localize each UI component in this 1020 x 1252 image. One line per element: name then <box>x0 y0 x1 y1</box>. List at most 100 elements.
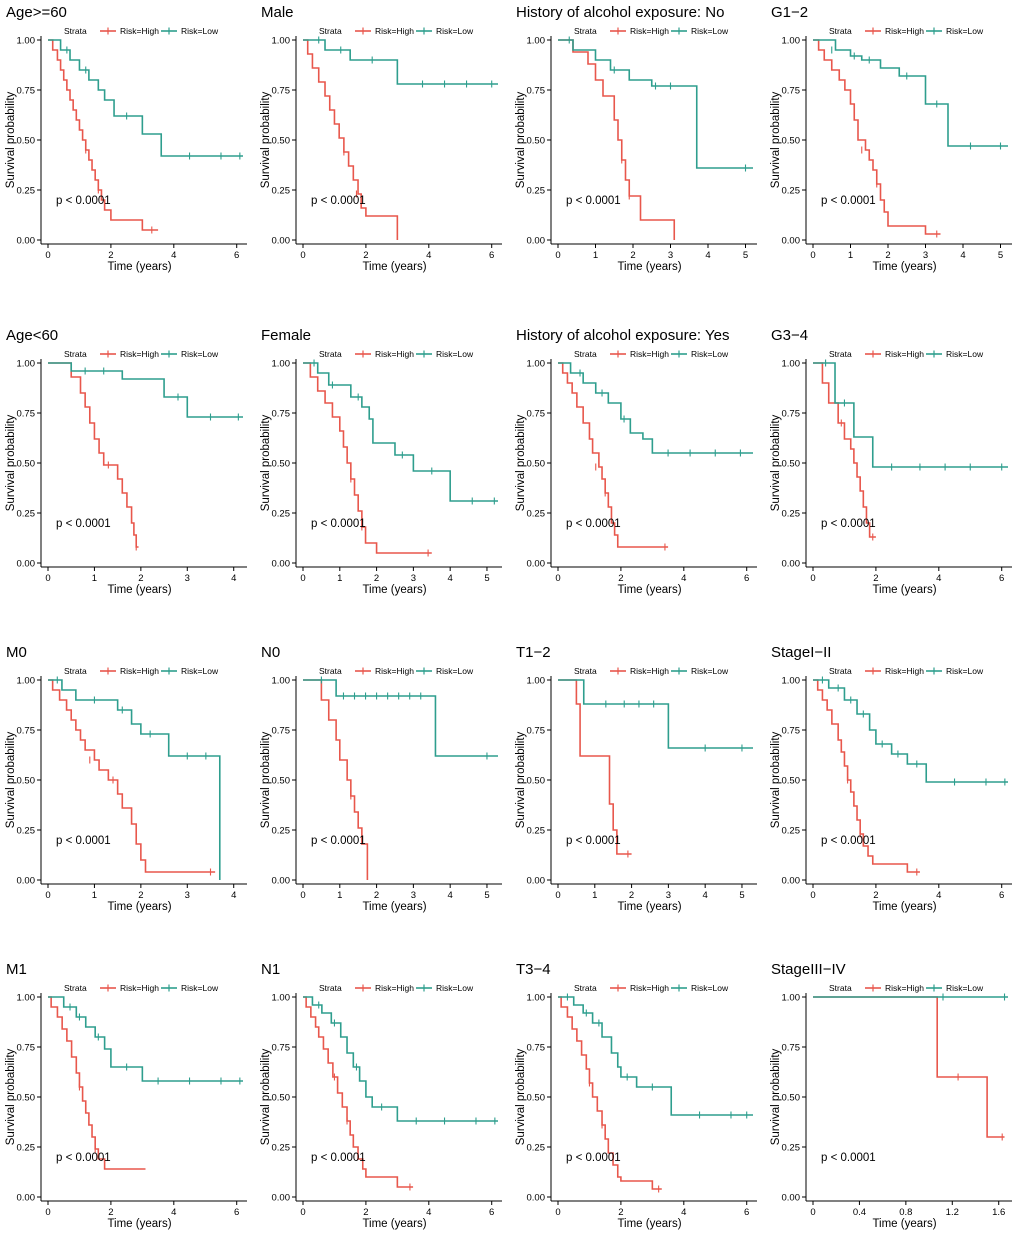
panel-title: G3−4 <box>771 327 808 344</box>
y-tick-label: 0.75 <box>272 1043 291 1054</box>
survival-curve-high <box>48 39 159 231</box>
x-tick-label: 4 <box>936 573 941 584</box>
y-tick-label: 0.50 <box>272 776 291 787</box>
y-tick-label: 0.25 <box>527 186 546 197</box>
x-tick-label: 5 <box>739 890 744 901</box>
x-tick-label: 4 <box>426 250 431 261</box>
panel-title: M0 <box>6 644 27 661</box>
legend-title: Strata <box>829 26 852 36</box>
legend-label-low: Risk=Low <box>181 26 219 36</box>
x-tick-label: 4 <box>681 573 686 584</box>
x-tick-label: 2 <box>374 573 379 584</box>
y-tick-label: 0.00 <box>782 559 801 570</box>
x-tick-label: 4 <box>448 573 453 584</box>
y-tick-label: 0.75 <box>527 409 546 420</box>
km-panel: Male Strata Risk=High Risk=Low 0.00 0.25 0.50 0… <box>260 4 502 273</box>
survival-curve-low <box>303 362 498 502</box>
p-value-label: p < 0.0001 <box>566 195 621 207</box>
legend-label-low: Risk=Low <box>436 349 474 359</box>
survival-curve-low <box>48 39 243 157</box>
x-tick-label: 0 <box>300 890 305 901</box>
y-tick-label: 1.00 <box>17 359 36 370</box>
x-tick-label: 1 <box>337 573 342 584</box>
x-tick-label: 2 <box>873 890 878 901</box>
panel-title: History of alcohol exposure: Yes <box>516 327 729 344</box>
p-value-label: p < 0.0001 <box>311 1152 366 1164</box>
x-tick-label: 0.4 <box>853 1207 866 1218</box>
x-tick-label: 6 <box>744 1207 749 1218</box>
y-tick-label: 0.75 <box>272 86 291 97</box>
y-tick-label: 0.50 <box>272 459 291 470</box>
y-tick-label: 1.00 <box>527 993 546 1004</box>
legend-title: Strata <box>574 26 597 36</box>
km-panel: Female Strata Risk=High Risk=Low 0.00 0.25 0.5… <box>260 327 502 596</box>
p-value-label: p < 0.0001 <box>56 195 111 207</box>
x-tick-label: 1 <box>337 890 342 901</box>
x-tick-label: 0 <box>555 250 560 261</box>
km-panel: Age>=60 Strata Risk=High Risk=Low 0.00 0.25 0.… <box>5 4 247 273</box>
survival-curve-low <box>48 996 243 1082</box>
x-tick-label: 4 <box>171 1207 176 1218</box>
x-tick-label: 4 <box>705 250 710 261</box>
y-tick-label: 0.00 <box>527 876 546 887</box>
y-tick-label: 0.75 <box>272 409 291 420</box>
y-axis-label: Survival probability <box>5 414 17 511</box>
x-tick-label: 0 <box>555 890 560 901</box>
legend-title: Strata <box>829 983 852 993</box>
panel-title: T3−4 <box>516 961 551 978</box>
legend-title: Strata <box>64 349 87 359</box>
x-tick-label: 2 <box>108 250 113 261</box>
panel-title: M1 <box>6 961 27 978</box>
legend-label-low: Risk=Low <box>181 349 219 359</box>
y-tick-label: 1.00 <box>782 676 801 687</box>
y-tick-label: 0.00 <box>782 236 801 247</box>
survival-curve-low <box>303 996 498 1122</box>
legend-label-high: Risk=High <box>375 26 414 36</box>
y-tick-label: 1.00 <box>527 359 546 370</box>
x-tick-label: 4 <box>936 890 941 901</box>
legend-label-high: Risk=High <box>375 349 414 359</box>
x-tick-label: 2 <box>629 890 634 901</box>
legend-title: Strata <box>64 26 87 36</box>
legend-label-low: Risk=Low <box>691 26 729 36</box>
legend-label-high: Risk=High <box>375 983 414 993</box>
y-tick-label: 0.00 <box>782 1193 801 1204</box>
legend-title: Strata <box>574 349 597 359</box>
y-tick-label: 0.25 <box>527 509 546 520</box>
x-tick-label: 3 <box>668 250 673 261</box>
y-tick-label: 0.25 <box>527 826 546 837</box>
km-panel: N1 Strata Risk=High Risk=Low 0.00 0.25 0.50 0.7… <box>260 961 502 1230</box>
x-axis-label: Time (years) <box>107 1218 171 1230</box>
survival-curve-low <box>813 679 1008 783</box>
y-axis-label: Survival probability <box>770 414 782 511</box>
p-value-label: p < 0.0001 <box>821 1152 876 1164</box>
x-axis-label: Time (years) <box>107 901 171 913</box>
legend-label-low: Risk=Low <box>181 666 219 676</box>
x-tick-label: 5 <box>743 250 748 261</box>
survival-curve-low <box>303 679 498 757</box>
y-tick-label: 0.00 <box>272 236 291 247</box>
y-tick-label: 0.50 <box>17 459 36 470</box>
survival-curve-high <box>303 996 414 1188</box>
km-panel: Age<60 Strata Risk=High Risk=Low 0.00 0.25 0.5… <box>5 327 247 596</box>
p-value-label: p < 0.0001 <box>56 518 111 530</box>
survival-curve-high <box>558 362 669 548</box>
survival-curve-high <box>48 679 216 873</box>
x-axis-label: Time (years) <box>362 1218 426 1230</box>
p-value-label: p < 0.0001 <box>821 195 876 207</box>
x-tick-label: 2 <box>108 1207 113 1218</box>
legend-label-low: Risk=Low <box>946 666 984 676</box>
y-axis-label: Survival probability <box>515 414 527 511</box>
x-axis-label: Time (years) <box>617 901 681 913</box>
km-panel: T3−4 Strata Risk=High Risk=Low 0.00 0.25 0.50 0… <box>515 961 757 1230</box>
panel-title: Male <box>261 4 294 21</box>
p-value-label: p < 0.0001 <box>56 835 111 847</box>
legend-label-high: Risk=High <box>120 26 159 36</box>
x-axis-label: Time (years) <box>107 261 171 273</box>
y-tick-label: 0.50 <box>527 136 546 147</box>
x-axis-label: Time (years) <box>362 261 426 273</box>
legend-title: Strata <box>319 666 342 676</box>
x-tick-label: 6 <box>999 890 1004 901</box>
x-axis-label: Time (years) <box>872 901 936 913</box>
panel-title: Female <box>261 327 311 344</box>
